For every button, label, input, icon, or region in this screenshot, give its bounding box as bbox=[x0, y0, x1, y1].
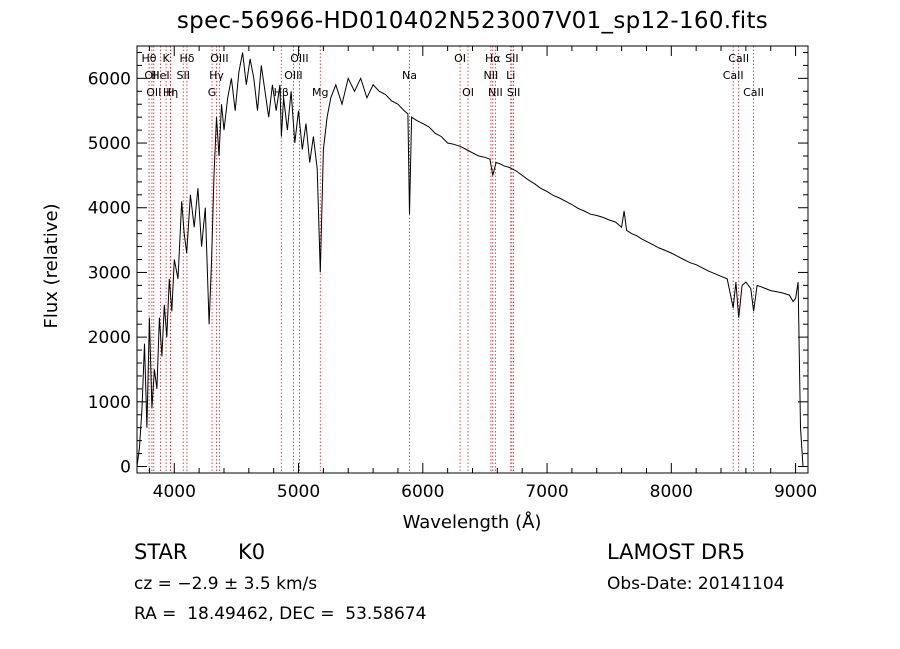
class-label: STAR bbox=[134, 540, 188, 564]
line-label-6: H bbox=[166, 86, 174, 99]
line-markers bbox=[148, 46, 754, 473]
line-label-21: NII bbox=[488, 86, 503, 99]
x-axis-label: Wavelength (Å) bbox=[403, 511, 542, 533]
line-label-10: Hγ bbox=[209, 69, 224, 82]
y-tick-label-2: 2000 bbox=[88, 328, 131, 348]
line-label-26: CaII bbox=[728, 52, 749, 65]
line-label-1: OII bbox=[144, 69, 159, 82]
subclass-label: K0 bbox=[238, 540, 266, 564]
line-label-23: SII bbox=[505, 52, 518, 65]
x-tick-label-5: 9000 bbox=[774, 482, 817, 502]
x-tick-label-4: 8000 bbox=[650, 482, 693, 502]
line-label-0: Hθ bbox=[142, 52, 157, 65]
y-tick-label-1: 1000 bbox=[88, 393, 131, 413]
redshift-label: cz = −2.9 ± 3.5 km/s bbox=[134, 574, 318, 594]
obs-date-label: Obs-Date: 20141104 bbox=[607, 574, 785, 594]
chart-title: spec-56966-HD010402N523007V01_sp12-160.f… bbox=[176, 8, 769, 34]
line-label-8: Hδ bbox=[179, 52, 194, 65]
line-labels: HθOIIOIIHeIKHηHSIIHδGHγOIIIHβOIIIOIIIMgN… bbox=[142, 52, 764, 99]
y-axis: 0 1000 2000 3000 4000 5000 6000 bbox=[88, 51, 808, 478]
line-label-22: Li bbox=[506, 69, 515, 82]
line-label-12: Hβ bbox=[274, 86, 289, 99]
line-label-7: SII bbox=[176, 69, 189, 82]
y-tick-label-3: 3000 bbox=[88, 263, 131, 283]
y-tick-label-0: 0 bbox=[120, 458, 131, 478]
y-tick-label-5: 5000 bbox=[88, 134, 131, 154]
y-tick-label-4: 4000 bbox=[88, 199, 131, 219]
line-label-3: HeI bbox=[151, 69, 169, 82]
line-label-16: Na bbox=[402, 69, 417, 82]
line-label-20: Hα bbox=[485, 52, 501, 65]
line-label-25: CaII bbox=[723, 69, 744, 82]
x-axis: 4000 5000 6000 7000 8000 9000 bbox=[148, 46, 817, 502]
y-tick-label-6: 6000 bbox=[88, 69, 131, 89]
line-label-5: Hη bbox=[163, 86, 178, 99]
x-tick-label-2: 6000 bbox=[401, 482, 444, 502]
line-label-18: OI bbox=[462, 86, 474, 99]
survey-label: LAMOST DR5 bbox=[607, 540, 746, 564]
x-tick-label-1: 5000 bbox=[277, 482, 320, 502]
line-label-19: NII bbox=[484, 69, 499, 82]
line-label-14: OIII bbox=[290, 52, 308, 65]
line-label-4: K bbox=[162, 52, 170, 65]
spectrum-line bbox=[136, 52, 804, 467]
line-label-17: OI bbox=[454, 52, 466, 65]
line-label-15: Mg bbox=[312, 86, 328, 99]
coordinates-label: RA = 18.49462, DEC = 53.58674 bbox=[134, 604, 427, 624]
x-tick-label-3: 7000 bbox=[525, 482, 568, 502]
line-label-13: OIII bbox=[284, 69, 302, 82]
x-tick-label-0: 4000 bbox=[153, 482, 196, 502]
line-label-24: SII bbox=[507, 86, 520, 99]
y-axis-label: Flux (relative) bbox=[41, 203, 62, 328]
line-label-11: OIII bbox=[210, 52, 228, 65]
plot-frame bbox=[136, 45, 809, 474]
line-label-27: CaII bbox=[743, 86, 764, 99]
line-label-9: G bbox=[208, 86, 217, 99]
line-label-2: OII bbox=[146, 86, 161, 99]
